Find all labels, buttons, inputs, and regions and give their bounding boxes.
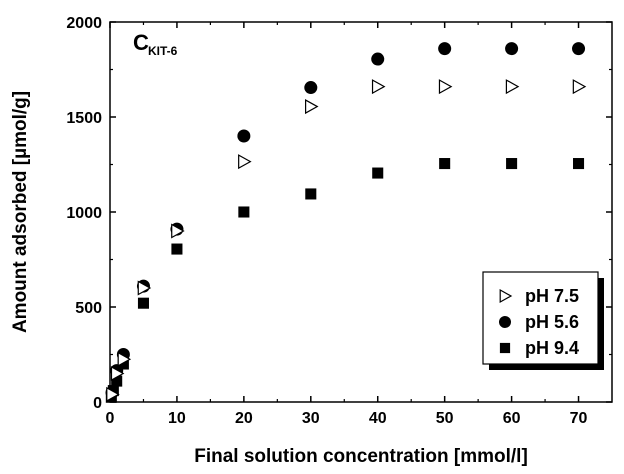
x-tick-label: 50 bbox=[436, 410, 454, 427]
data-point-ph-9-4 bbox=[238, 206, 250, 218]
legend-label: pH 7.5 bbox=[525, 286, 579, 306]
x-tick-label: 70 bbox=[570, 410, 588, 427]
data-point-ph-9-4 bbox=[439, 158, 451, 170]
data-point-ph-9-4 bbox=[171, 243, 183, 255]
data-point-ph-9-4 bbox=[137, 297, 149, 309]
data-point-ph-7-5 bbox=[438, 79, 453, 95]
legend-label: pH 5.6 bbox=[525, 312, 579, 332]
annotation-subscript: KIT-6 bbox=[148, 44, 178, 58]
data-point-ph-7-5 bbox=[238, 154, 252, 170]
data-point-ph-5-6 bbox=[237, 129, 251, 143]
data-point-ph-7-5 bbox=[137, 280, 152, 296]
data-point-ph-7-5 bbox=[106, 386, 120, 402]
data-point-ph-7-5 bbox=[305, 99, 319, 115]
data-point-ph-9-4 bbox=[111, 375, 123, 387]
y-tick-label: 1000 bbox=[66, 205, 102, 222]
legend-marker bbox=[499, 288, 513, 304]
x-axis-title: Final solution concentration [mmol/l] bbox=[194, 446, 528, 467]
legend-marker bbox=[499, 342, 511, 354]
data-point-ph-9-4 bbox=[573, 158, 585, 170]
x-tick-label: 20 bbox=[235, 410, 253, 427]
data-point-ph-5-6 bbox=[371, 52, 385, 66]
legend-label: pH 9.4 bbox=[525, 338, 579, 358]
annotation-main: C bbox=[133, 30, 149, 55]
data-point-ph-7-5 bbox=[110, 365, 125, 382]
y-tick-label: 0 bbox=[93, 395, 102, 412]
y-tick-label: 2000 bbox=[66, 15, 102, 32]
data-point-ph-5-6 bbox=[438, 42, 452, 56]
data-point-ph-5-6 bbox=[304, 81, 318, 95]
y-axis-title: Amount adsorbed [µmol/g] bbox=[10, 91, 31, 333]
x-tick-label: 60 bbox=[503, 410, 521, 427]
data-points bbox=[105, 42, 587, 403]
data-point-ph-9-4 bbox=[506, 158, 518, 170]
axes: 0 10 20 30 40 50 60 70 0 500 1000 1500 2000 bbox=[66, 15, 613, 427]
legend: pH 7.5 pH 5.6 pH 9.4 bbox=[482, 271, 604, 370]
data-point-ph-9-4 bbox=[305, 188, 317, 200]
data-point-ph-5-6 bbox=[505, 42, 519, 56]
y-tick-label: 1500 bbox=[66, 110, 102, 127]
x-tick-label: 40 bbox=[369, 410, 387, 427]
data-point-ph-7-5 bbox=[572, 79, 587, 95]
data-point-ph-7-5 bbox=[505, 79, 520, 95]
x-tick-label: 30 bbox=[302, 410, 320, 427]
data-point-ph-9-4 bbox=[372, 167, 384, 179]
data-point-ph-9-4 bbox=[117, 358, 129, 370]
annotation: C KIT-6 bbox=[133, 30, 178, 58]
data-point-ph-7-5 bbox=[171, 223, 185, 239]
x-tick-label: 10 bbox=[168, 410, 186, 427]
data-point-ph-5-6 bbox=[572, 42, 586, 56]
x-tick-label: 0 bbox=[106, 410, 115, 427]
legend-marker bbox=[499, 316, 511, 328]
y-tick-label: 500 bbox=[75, 300, 102, 317]
data-point-ph-7-5 bbox=[117, 351, 132, 367]
data-point-ph-7-5 bbox=[371, 79, 386, 95]
